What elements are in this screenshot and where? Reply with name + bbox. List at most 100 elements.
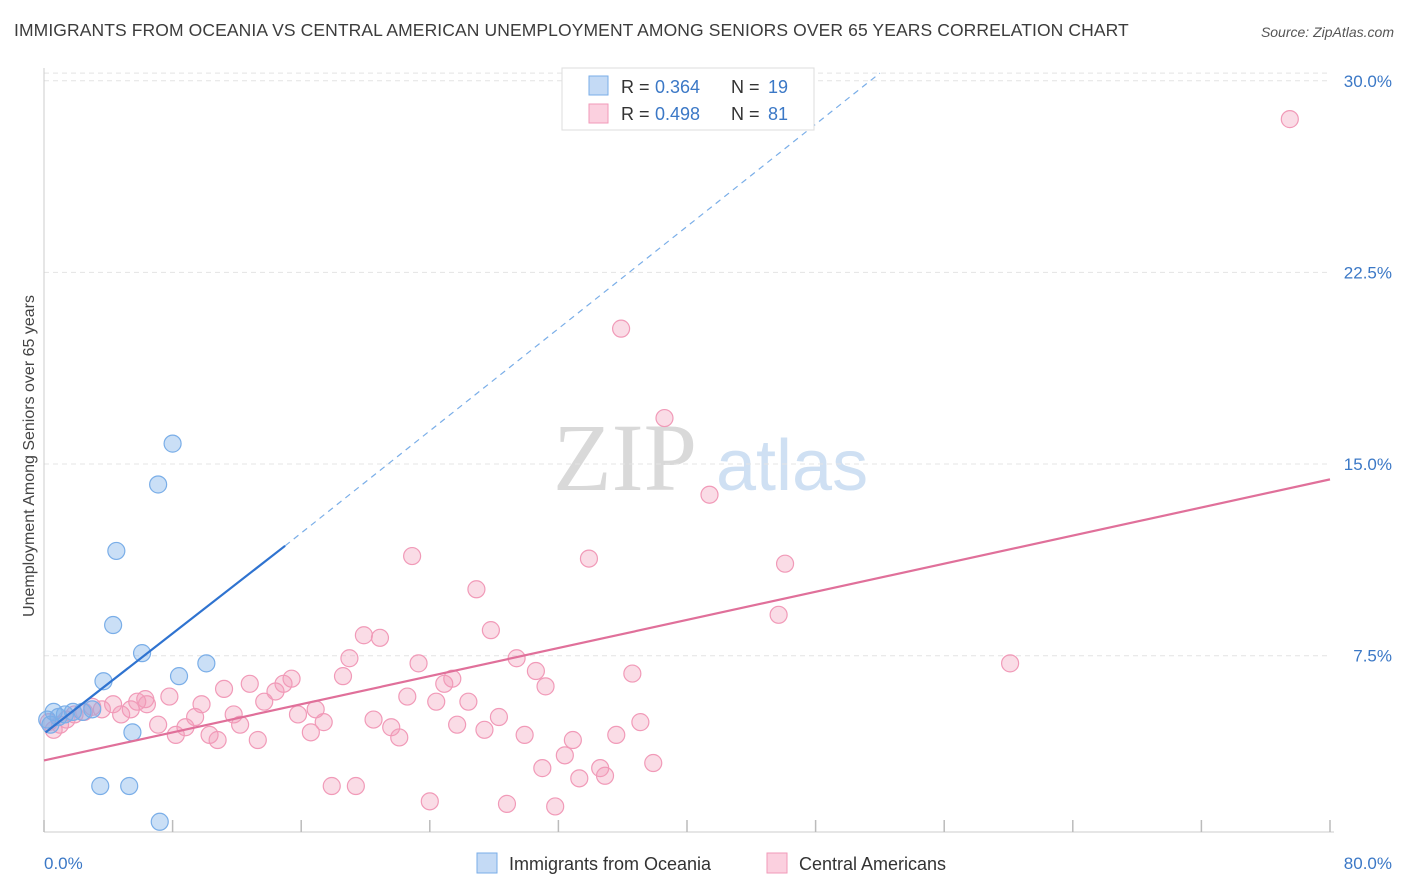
central-point-77 [769,605,788,624]
central-point-26 [248,730,267,750]
central-point-31 [288,705,308,724]
central-point-53 [467,580,486,599]
central-point-39 [354,626,373,645]
central-point-21 [208,730,227,750]
oceania-points [38,434,216,831]
y-tick-label-3: 30.0% [1344,72,1392,91]
central-point-52 [459,692,478,711]
trend-lines [43,72,1331,762]
x-tick-label-max: 80.0% [1344,854,1392,873]
central-point-61 [533,759,552,778]
oceania-trend-extension [284,72,881,547]
central-point-37 [340,649,359,668]
legend-bottom-oceania-label: Immigrants from Oceania [509,854,712,874]
oceania-point-19 [197,654,216,673]
watermark-zip: ZIP [553,404,697,511]
oceania-point-13 [123,723,142,742]
legend-central-r-label: R = [621,104,650,124]
central-point-72 [623,664,642,683]
central-point-64 [555,746,574,765]
oceania-point-11 [107,541,126,561]
y-tick-label-1: 15.0% [1344,455,1392,474]
y-tick-label-2: 22.5% [1344,263,1392,282]
central-point-56 [489,707,509,727]
central-point-65 [563,730,582,750]
central-point-19 [192,695,211,714]
legend-central-swatch [588,103,609,124]
central-point-71 [611,319,631,338]
legend-central-n-label: N = [731,104,760,124]
oceania-point-14 [132,644,152,663]
central-point-75 [655,408,674,428]
x-tick-label-min: 0.0% [44,854,83,873]
legend-oceania-r-value: 0.364 [655,77,700,97]
central-point-41 [370,628,390,647]
central-point-30 [282,669,301,688]
oceania-point-16 [150,812,169,831]
y-axis-tick-labels: 7.5% 15.0% 22.5% 30.0% [1344,72,1392,666]
central-point-27 [255,692,274,711]
central-point-63 [546,797,565,816]
central-point-67 [579,549,599,568]
legend-oceania-r-label: R = [621,77,650,97]
legend-bottom-oceania-swatch [476,852,498,874]
legend-oceania-swatch [588,75,609,96]
gridlines [44,72,1330,657]
legend-oceania-n-value: 19 [768,77,788,97]
central-point-73 [631,713,650,732]
y-tick-label-0: 7.5% [1353,647,1392,666]
central-point-36 [333,667,353,686]
legend-bottom-central-label: Central Americans [799,854,946,874]
central-point-44 [398,687,417,706]
legend-top: R = 0.364 N = 19 R = 0.498 N = 81 [561,67,815,131]
central-point-24 [231,715,250,734]
central-point-78 [775,554,795,573]
central-point-66 [570,769,589,788]
oceania-point-15 [149,475,168,494]
legend-central-n-value: 81 [768,104,788,124]
central-point-22 [214,679,234,699]
watermark-atlas: atlas [716,426,868,506]
central-point-55 [481,621,500,640]
x-axis-ticks [43,820,1331,832]
central-point-80 [1280,110,1299,129]
central-point-62 [536,677,555,696]
legend-oceania-n-label: N = [731,77,760,97]
source-label: Source: ZipAtlas.com [1260,24,1394,40]
legend-central-r-value: 0.498 [655,104,700,124]
central-point-32 [301,723,320,742]
central-point-43 [390,728,409,747]
legend-bottom-central-swatch [766,852,788,874]
central-point-40 [364,710,383,729]
y-axis-label: Unemployment Among Seniors over 65 years [21,295,38,617]
central-point-45 [403,546,422,566]
central-point-51 [448,715,467,734]
legend-bottom: Immigrants from Oceania Central American… [476,852,946,874]
central-point-74 [644,753,663,773]
oceania-point-8 [91,776,110,796]
central-point-34 [314,713,333,732]
central-point-79 [1001,654,1020,673]
central-trend-line [43,478,1331,762]
central-point-69 [595,766,615,785]
oceania-point-12 [120,776,139,796]
oceania-trend-line [44,544,286,734]
central-point-57 [497,794,517,813]
central-point-76 [700,485,719,504]
central-point-7 [92,700,111,719]
oceania-point-7 [83,700,102,719]
central-point-54 [475,720,494,739]
oceania-point-17 [163,434,182,453]
central-point-25 [240,674,259,693]
central-point-48 [427,692,446,711]
central-point-14 [149,715,168,734]
central-point-38 [346,776,365,796]
central-point-13 [137,695,156,714]
central-point-9 [112,705,131,724]
central-point-47 [420,792,439,811]
oceania-point-2 [44,702,63,722]
central-point-59 [515,725,534,745]
central-point-35 [322,776,341,796]
watermark: ZIP atlas [553,404,868,511]
chart-title: IMMIGRANTS FROM OCEANIA VS CENTRAL AMERI… [14,20,1129,40]
